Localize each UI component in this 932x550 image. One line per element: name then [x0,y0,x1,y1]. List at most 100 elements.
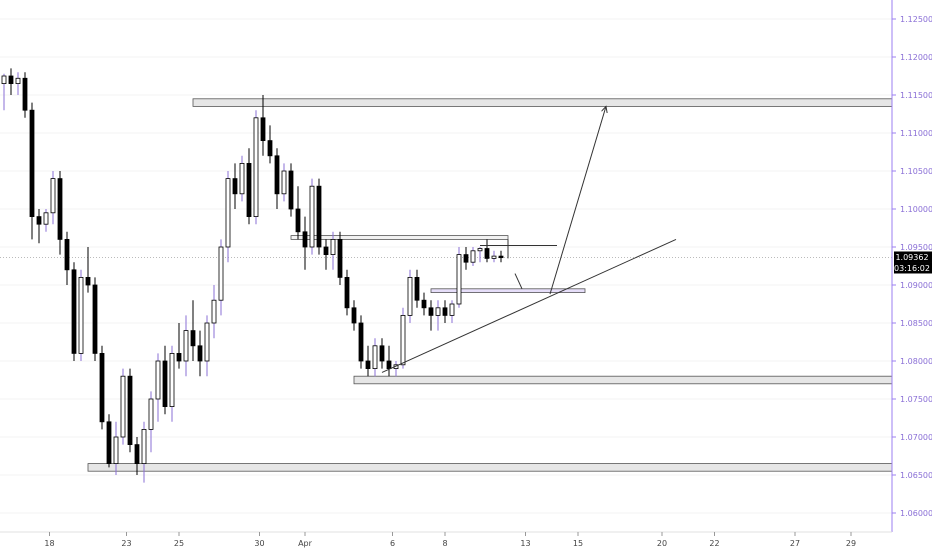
candle-body [8,75,14,84]
candle [176,323,182,369]
candle-body [421,299,427,309]
candle-body [302,231,308,248]
candle-body [36,216,42,225]
candle [15,72,21,95]
candle [484,239,490,263]
candle [8,68,14,95]
candle [85,247,91,293]
candle-body [477,248,483,252]
candle [120,368,126,445]
candle-body [113,436,119,465]
time-tick-label: 15 [573,539,583,548]
candle [470,247,476,266]
price-tick-label: 1.11500 [900,91,932,100]
candle-body [295,208,301,233]
candle-body [29,109,35,217]
candle [218,239,224,316]
candle [414,269,420,308]
grid [0,18,892,514]
candle-body [225,178,231,248]
candle [428,300,434,331]
candle [204,315,210,377]
price-tick-label: 1.10500 [900,167,932,176]
time-tick-label: 27 [790,539,800,548]
time-tick-label: 22 [709,539,719,548]
candle-body [232,178,238,195]
candle [169,345,175,422]
candle-body [141,428,147,464]
candle-body [162,360,168,407]
candle-body [92,284,98,354]
candle-body [456,254,462,305]
candle [141,421,147,483]
candle-body [260,117,266,142]
candle-body [351,307,357,324]
time-tick-label: 6 [390,539,395,548]
time-tick-label: 18 [44,539,54,548]
candle-body [218,246,224,301]
price-tick-label: 1.07500 [900,395,932,404]
candle-body [85,276,91,286]
candle-body [491,255,497,259]
candle [1,73,7,111]
candle [267,125,273,164]
candle [351,300,357,331]
price-tick-label: 1.06000 [900,509,932,518]
candle-body [148,398,154,430]
candle-body [435,307,441,316]
candle-body [134,444,140,465]
candle-body [246,162,252,217]
candle [190,300,196,361]
time-tick-label: 13 [520,539,530,548]
candle [148,391,154,453]
candle [239,155,245,202]
zone-box [430,288,586,293]
candle [281,163,287,202]
candle [407,269,413,323]
time-tick-label: 30 [254,539,264,548]
candle [358,315,364,369]
candle [211,285,217,339]
candle-body [358,322,364,362]
candle [491,250,497,263]
candles [1,68,504,483]
candle-body [57,178,63,240]
candle-body [372,345,378,369]
candle [442,300,448,323]
candle-body [71,269,77,354]
candle [435,300,441,331]
candle [127,368,133,453]
candle [260,95,266,156]
time-tick-label: 29 [846,539,856,548]
candle-body [442,307,448,316]
candle [197,330,203,377]
arrow-line [549,106,606,295]
candle [225,171,231,263]
candle [106,414,112,468]
candle [64,231,70,285]
price-axis[interactable]: 1.12500 1.12000 1.11500 1.11000 1.10500 1.100… [892,15,932,518]
price-tick-label: 1.12500 [900,15,932,24]
candle [253,110,259,225]
candle-body [386,360,392,369]
zone-box [353,375,893,385]
candle-body [288,170,294,210]
candle-body [127,375,133,446]
candle [113,421,119,475]
candle [99,345,105,430]
candle [246,148,252,225]
candle-body [407,276,413,316]
candle-body [281,170,287,195]
candle-body [190,330,196,347]
candle-body [78,276,84,354]
candle-body [449,303,455,316]
candle [344,269,350,316]
candle [372,338,378,377]
candle [463,247,469,270]
segment-line [514,273,523,290]
candle-body [414,276,420,301]
time-axis[interactable]: 18 23 25 30 Apr 6 8 13 15 20 22 27 29 [44,532,856,548]
